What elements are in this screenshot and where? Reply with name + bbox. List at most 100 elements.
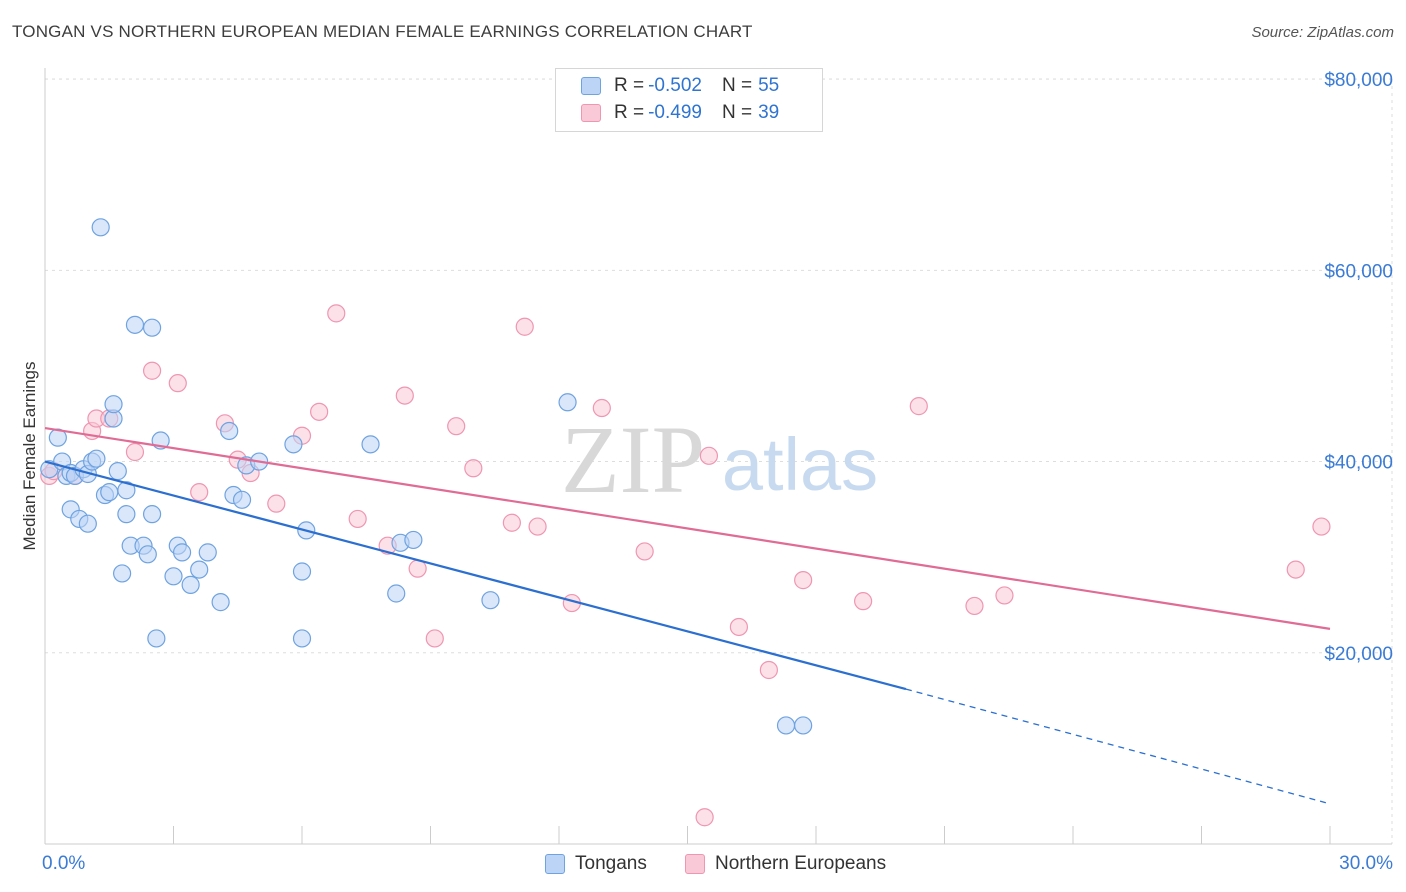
tongans-point-52	[776, 716, 796, 735]
northern-point-25	[515, 317, 534, 336]
stats-legend: R = -0.502 N = 55 R = -0.499 N = 39	[555, 68, 823, 132]
x-tick-label-0: 0.0%	[42, 853, 85, 874]
r-label: R =	[614, 102, 645, 123]
tongans-point-23	[125, 315, 145, 334]
n-label: N =	[721, 75, 753, 96]
northern-point-40	[695, 808, 714, 827]
tongans-point-18	[108, 462, 127, 481]
northern-point-31	[729, 617, 749, 637]
northern-point-23	[464, 459, 483, 478]
tongans-point-46	[361, 435, 380, 454]
tongans-point-53	[794, 716, 813, 735]
tongans-point-44	[292, 562, 312, 581]
axes	[44, 68, 1392, 845]
tongans-point-30	[164, 567, 183, 586]
tongans-point-17	[104, 395, 123, 414]
northern-point-38	[1286, 560, 1305, 579]
tongans-point-49	[404, 530, 423, 550]
x-tick-labels: 0.0% 30.0%	[42, 853, 1393, 874]
northern-europeans-points	[40, 304, 1331, 827]
y-tick-label-0: $20,000	[1324, 644, 1393, 665]
tongans-point-12	[87, 449, 106, 468]
y-tick-labels: $20,000 $40,000 $60,000 $80,000	[1324, 70, 1393, 665]
watermark-zip: ZIP	[561, 406, 705, 513]
northern-legend-label: Northern Europeans	[715, 853, 887, 874]
northern-n-value: 39	[758, 102, 780, 123]
tongans-points	[40, 218, 813, 735]
tongans-point-32	[172, 543, 192, 562]
tongans-point-35	[198, 543, 217, 562]
northern-point-17	[348, 509, 367, 529]
tongans-swatch	[581, 77, 601, 95]
stats-legend-row-northern: R = -0.499 N = 39	[556, 100, 779, 126]
y-axis-label: Median Female Earnings	[20, 362, 39, 551]
northern-point-24	[502, 513, 521, 532]
tongans-point-13	[91, 218, 110, 237]
y-tick-label-2: $60,000	[1324, 261, 1393, 282]
northern-point-9	[190, 483, 209, 502]
northern-point-28	[592, 398, 611, 418]
northern-point-33	[794, 571, 813, 590]
tongans-point-34	[190, 560, 209, 579]
northern-point-37	[995, 586, 1014, 605]
northern-point-19	[395, 386, 414, 405]
tongans-point-15	[100, 483, 119, 502]
northern-r-value: -0.499	[648, 102, 702, 123]
y-tick-label-3: $80,000	[1324, 70, 1393, 91]
northern-point-26	[528, 517, 547, 536]
chart-source: Source: ZipAtlas.com	[1251, 24, 1394, 41]
northern-point-13	[267, 494, 286, 513]
northern-swatch	[581, 104, 601, 122]
watermark: ZIP atlas	[561, 406, 878, 513]
tongans-point-47	[387, 584, 406, 603]
chart-title: TONGAN VS NORTHERN EUROPEAN MEDIAN FEMAL…	[12, 22, 753, 41]
tongans-n-value: 55	[758, 75, 780, 96]
northern-point-35	[909, 397, 928, 416]
tongans-trend-line	[44, 460, 907, 691]
northern-point-39	[1312, 517, 1331, 536]
tongans-point-33	[181, 575, 200, 594]
watermark-atlas: atlas	[722, 423, 878, 506]
gridlines	[45, 78, 1393, 844]
x-tick-label-1: 30.0%	[1339, 853, 1393, 874]
northern-trend-line	[44, 427, 1331, 630]
northern-point-29	[635, 542, 654, 561]
tongans-point-21	[117, 505, 136, 524]
northern-point-32	[759, 660, 778, 680]
tongans-legend-label: Tongans	[575, 853, 647, 874]
northern-point-36	[965, 596, 984, 616]
tongans-point-26	[142, 505, 162, 524]
tongans-point-28	[147, 629, 166, 648]
tongans-point-25	[138, 545, 157, 564]
trend-lines	[44, 427, 1331, 805]
tongans-r-value: -0.502	[648, 75, 702, 96]
northern-point-6	[125, 442, 145, 462]
northern-point-21	[425, 629, 444, 648]
n-label: N =	[721, 102, 753, 123]
tongans-point-37	[220, 421, 239, 441]
northern-point-34	[854, 592, 873, 611]
tongans-point-50	[481, 591, 500, 610]
northern-point-30	[699, 446, 719, 465]
legend-item-northern-europeans[interactable]: Northern Europeans	[685, 852, 886, 876]
tongans-point-9	[78, 514, 97, 533]
northern-point-7	[142, 361, 162, 380]
northern-point-8	[168, 374, 187, 393]
northern-legend-swatch	[685, 854, 705, 874]
r-label: R =	[614, 75, 645, 96]
tongans-trend-extension	[905, 688, 1331, 805]
tongans-point-39	[232, 490, 252, 509]
northern-point-16	[327, 304, 346, 323]
tongans-point-27	[142, 318, 162, 337]
tongans-point-20	[117, 481, 136, 500]
northern-point-22	[447, 417, 466, 436]
tongans-point-43	[292, 629, 312, 648]
legend-item-tongans[interactable]: Tongans	[545, 852, 647, 876]
tongans-legend-swatch	[545, 854, 565, 874]
tongans-point-42	[284, 435, 303, 454]
tongans-point-36	[211, 593, 230, 612]
tongans-point-51	[558, 393, 577, 412]
tongans-point-19	[112, 564, 132, 583]
stats-legend-row-tongans: R = -0.502 N = 55	[556, 73, 779, 99]
